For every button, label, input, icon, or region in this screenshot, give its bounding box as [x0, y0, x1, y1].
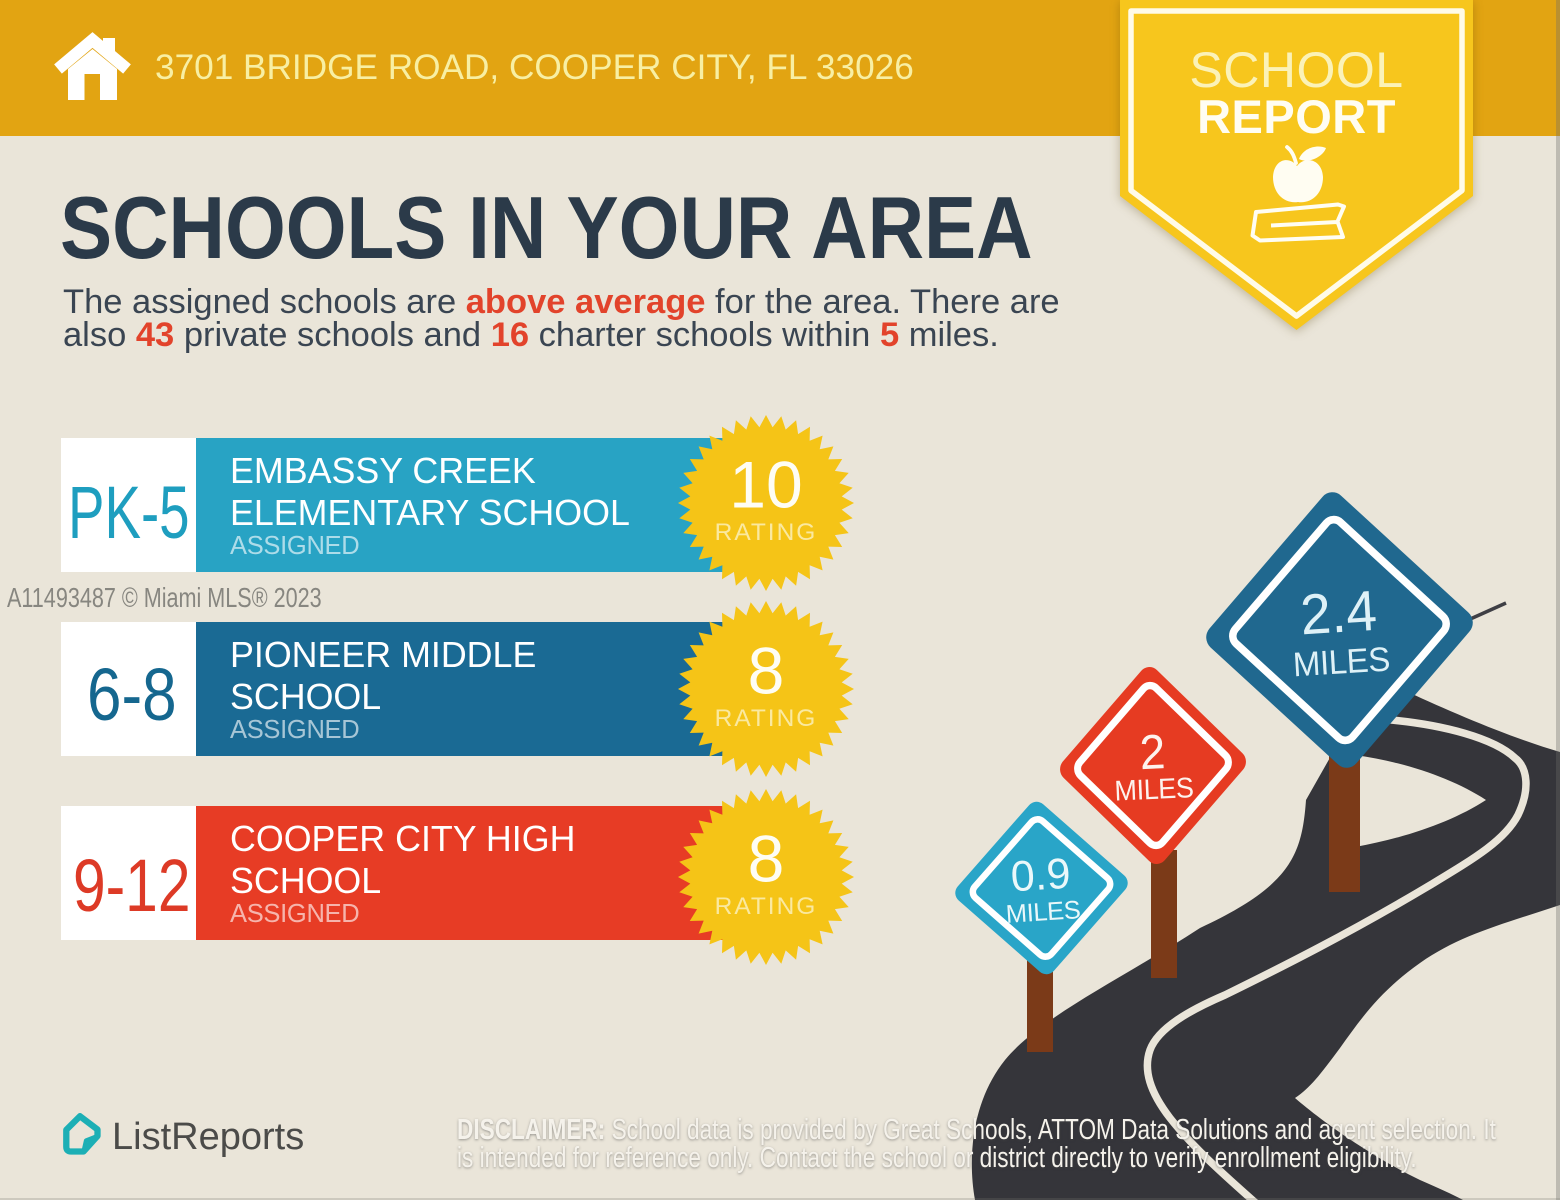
svg-text:MILES: MILES — [1114, 771, 1194, 807]
svg-text:MILES: MILES — [1292, 641, 1391, 684]
svg-text:RATING: RATING — [715, 893, 818, 920]
svg-text:0.9: 0.9 — [1009, 850, 1072, 902]
svg-text:8: 8 — [748, 634, 785, 708]
svg-text:RATING: RATING — [715, 519, 818, 546]
svg-text:SCHOOL: SCHOOL — [1189, 42, 1403, 98]
svg-text:REPORT: REPORT — [1197, 90, 1396, 143]
svg-text:2.4: 2.4 — [1298, 578, 1378, 647]
svg-text:2: 2 — [1139, 725, 1167, 781]
svg-text:10: 10 — [729, 448, 802, 522]
svg-text:8: 8 — [748, 822, 785, 896]
svg-text:MILES: MILES — [1005, 896, 1081, 929]
svg-text:RATING: RATING — [715, 705, 818, 732]
